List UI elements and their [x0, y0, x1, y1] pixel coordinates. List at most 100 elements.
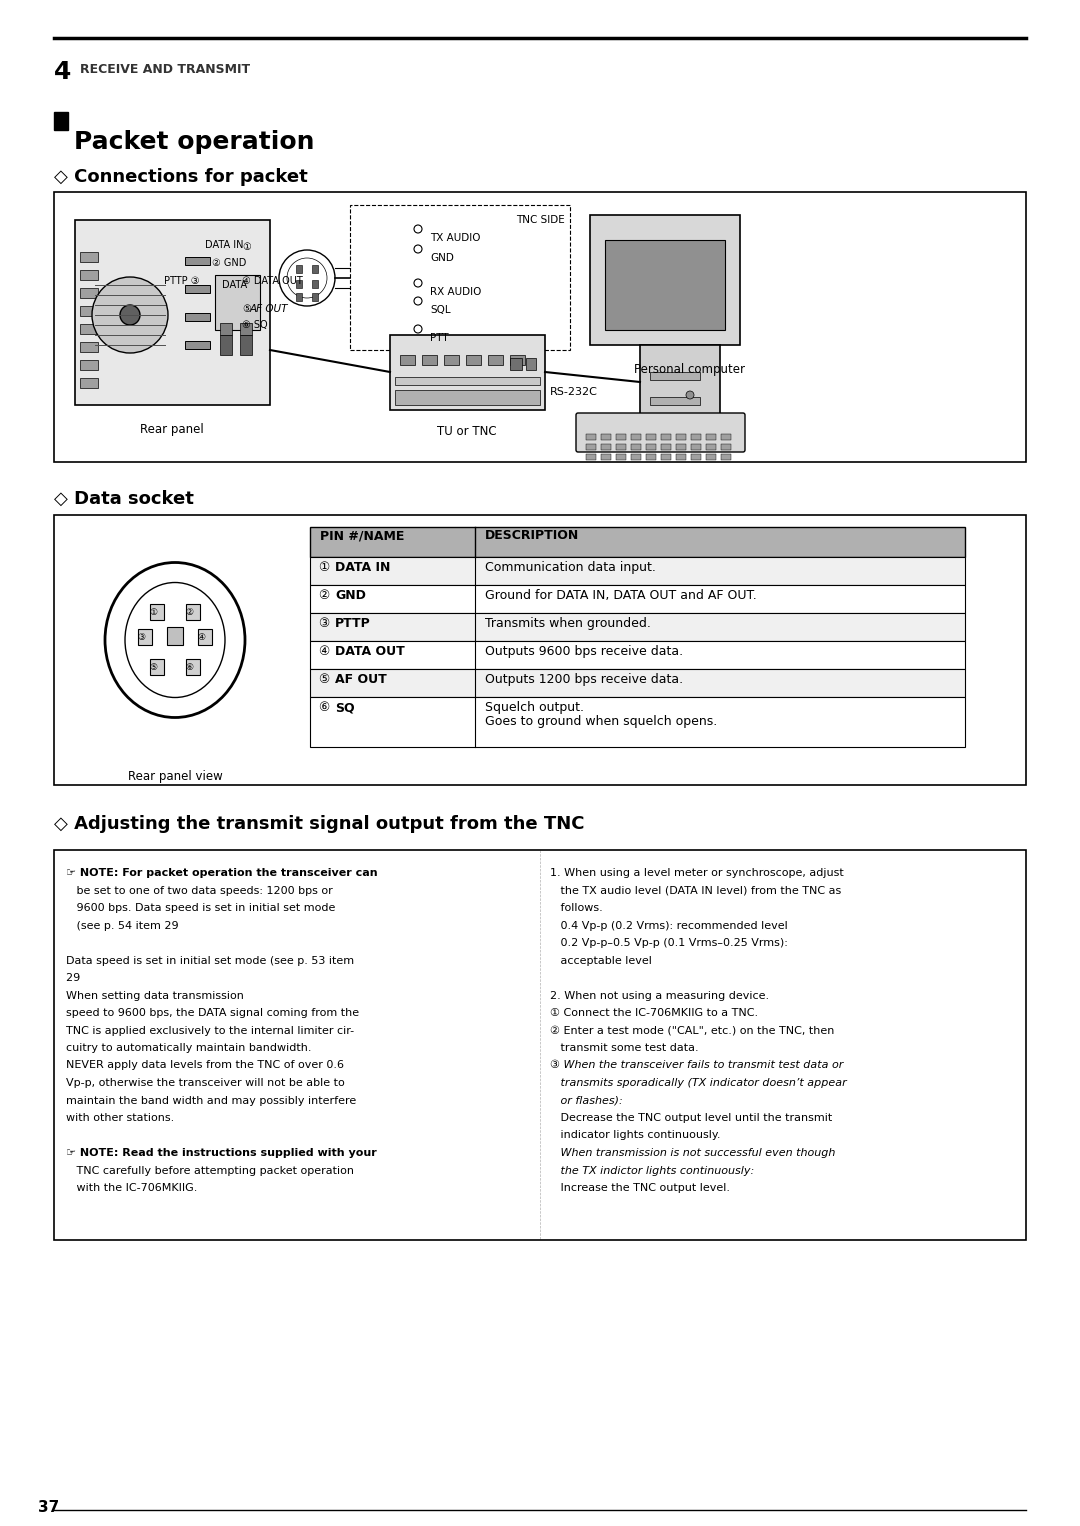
- Bar: [296, 279, 302, 288]
- Bar: [465, 356, 481, 365]
- Bar: [650, 372, 700, 380]
- Text: Vp-p, otherwise the transceiver will not be able to: Vp-p, otherwise the transceiver will not…: [66, 1077, 345, 1088]
- Text: Rear panel: Rear panel: [140, 423, 204, 436]
- Text: indicator lights continuously.: indicator lights continuously.: [550, 1131, 720, 1140]
- Text: PTT: PTT: [430, 333, 448, 343]
- Bar: [631, 444, 642, 450]
- Bar: [310, 668, 966, 697]
- Text: Ground for DATA IN, DATA OUT and AF OUT.: Ground for DATA IN, DATA OUT and AF OUT.: [485, 589, 757, 601]
- Bar: [510, 356, 525, 365]
- Bar: [600, 444, 611, 450]
- Bar: [691, 455, 701, 459]
- Bar: [586, 455, 596, 459]
- Text: PTTP ③: PTTP ③: [164, 276, 200, 285]
- Text: TX AUDIO: TX AUDIO: [430, 233, 481, 243]
- Text: acceptable level: acceptable level: [550, 955, 652, 966]
- Text: ⑥: ⑥: [185, 662, 193, 671]
- Bar: [586, 444, 596, 450]
- Text: When transmission is not successful even though: When transmission is not successful even…: [550, 1148, 835, 1158]
- Text: When setting data transmission: When setting data transmission: [66, 990, 244, 1001]
- Bar: [220, 336, 232, 356]
- Text: speed to 9600 bps, the DATA signal coming from the: speed to 9600 bps, the DATA signal comin…: [66, 1009, 360, 1018]
- Text: with other stations.: with other stations.: [66, 1112, 174, 1123]
- Bar: [661, 444, 671, 450]
- Bar: [54, 514, 1026, 784]
- Text: DATA IN: DATA IN: [205, 240, 243, 250]
- Circle shape: [279, 250, 335, 307]
- Bar: [616, 455, 626, 459]
- Bar: [706, 444, 716, 450]
- Text: ①: ①: [149, 607, 157, 617]
- Bar: [640, 345, 720, 415]
- Bar: [646, 455, 656, 459]
- Text: RECEIVE AND TRANSMIT: RECEIVE AND TRANSMIT: [80, 63, 251, 76]
- Bar: [400, 356, 415, 365]
- Bar: [488, 356, 503, 365]
- Bar: [185, 256, 210, 266]
- Text: Data speed is set in initial set mode (see p. 53 item: Data speed is set in initial set mode (s…: [66, 955, 354, 966]
- Text: AF OUT: AF OUT: [249, 304, 288, 314]
- Bar: [590, 215, 740, 345]
- Text: TNC carefully before attempting packet operation: TNC carefully before attempting packet o…: [66, 1166, 354, 1175]
- Text: ⑤: ⑤: [318, 673, 329, 687]
- Text: Decrease the TNC output level until the transmit: Decrease the TNC output level until the …: [550, 1112, 833, 1123]
- Text: Squelch output.: Squelch output.: [485, 700, 584, 714]
- Circle shape: [120, 305, 140, 325]
- Bar: [616, 444, 626, 450]
- Text: Packet operation: Packet operation: [75, 130, 314, 154]
- Bar: [310, 584, 966, 613]
- Text: RX AUDIO: RX AUDIO: [430, 287, 482, 298]
- Bar: [150, 659, 164, 674]
- Bar: [80, 252, 98, 262]
- Bar: [310, 613, 966, 641]
- Text: 0.4 Vp-p (0.2 Vrms): recommended level: 0.4 Vp-p (0.2 Vrms): recommended level: [550, 920, 787, 931]
- Text: ④: ④: [318, 645, 329, 658]
- Bar: [80, 307, 98, 316]
- Text: Rear panel view: Rear panel view: [127, 771, 222, 783]
- Bar: [350, 204, 570, 349]
- Bar: [310, 641, 966, 668]
- Text: ☞ NOTE: Read the instructions supplied with your: ☞ NOTE: Read the instructions supplied w…: [66, 1148, 377, 1158]
- Bar: [80, 270, 98, 279]
- Text: 37: 37: [38, 1500, 59, 1515]
- Text: 1. When using a level meter or synchroscope, adjust: 1. When using a level meter or synchrosc…: [550, 868, 843, 877]
- Bar: [310, 526, 966, 557]
- Bar: [310, 557, 966, 584]
- Text: ② GND: ② GND: [212, 258, 246, 269]
- Text: 0.2 Vp-p–0.5 Vp-p (0.1 Vrms–0.25 Vrms):: 0.2 Vp-p–0.5 Vp-p (0.1 Vrms–0.25 Vrms):: [550, 938, 788, 948]
- Text: 2. When not using a measuring device.: 2. When not using a measuring device.: [550, 990, 769, 1001]
- Bar: [616, 433, 626, 439]
- Text: ☞ NOTE: For packet operation the transceiver can: ☞ NOTE: For packet operation the transce…: [66, 868, 378, 877]
- Circle shape: [92, 278, 168, 353]
- Text: TNC SIDE: TNC SIDE: [516, 215, 565, 224]
- Bar: [312, 279, 318, 288]
- Text: GND: GND: [335, 589, 366, 601]
- Text: maintain the band width and may possibly interfere: maintain the band width and may possibly…: [66, 1096, 356, 1105]
- Bar: [310, 697, 966, 748]
- Bar: [240, 324, 252, 336]
- Bar: [526, 359, 536, 369]
- Bar: [54, 850, 1026, 1241]
- Text: PIN #/NAME: PIN #/NAME: [320, 530, 404, 542]
- Bar: [80, 324, 98, 334]
- Text: GND: GND: [430, 253, 454, 262]
- Circle shape: [686, 391, 694, 398]
- Bar: [186, 604, 200, 620]
- Text: Transmits when grounded.: Transmits when grounded.: [485, 617, 651, 630]
- Text: the TX audio level (DATA IN level) from the TNC as: the TX audio level (DATA IN level) from …: [550, 885, 841, 896]
- Text: TU or TNC: TU or TNC: [437, 426, 497, 438]
- Text: ⑥: ⑥: [318, 700, 329, 714]
- Text: DESCRIPTION: DESCRIPTION: [485, 530, 579, 542]
- Text: ②: ②: [185, 607, 193, 617]
- Bar: [167, 627, 183, 645]
- Bar: [510, 359, 522, 369]
- Bar: [296, 293, 302, 301]
- Text: Communication data input.: Communication data input.: [485, 562, 656, 574]
- Bar: [80, 360, 98, 369]
- Text: ③: ③: [318, 617, 329, 630]
- Bar: [186, 659, 200, 674]
- Bar: [185, 285, 210, 293]
- Bar: [150, 604, 164, 620]
- Text: ◇ Data socket: ◇ Data socket: [54, 490, 194, 508]
- Text: ④ DATA OUT: ④ DATA OUT: [242, 276, 302, 285]
